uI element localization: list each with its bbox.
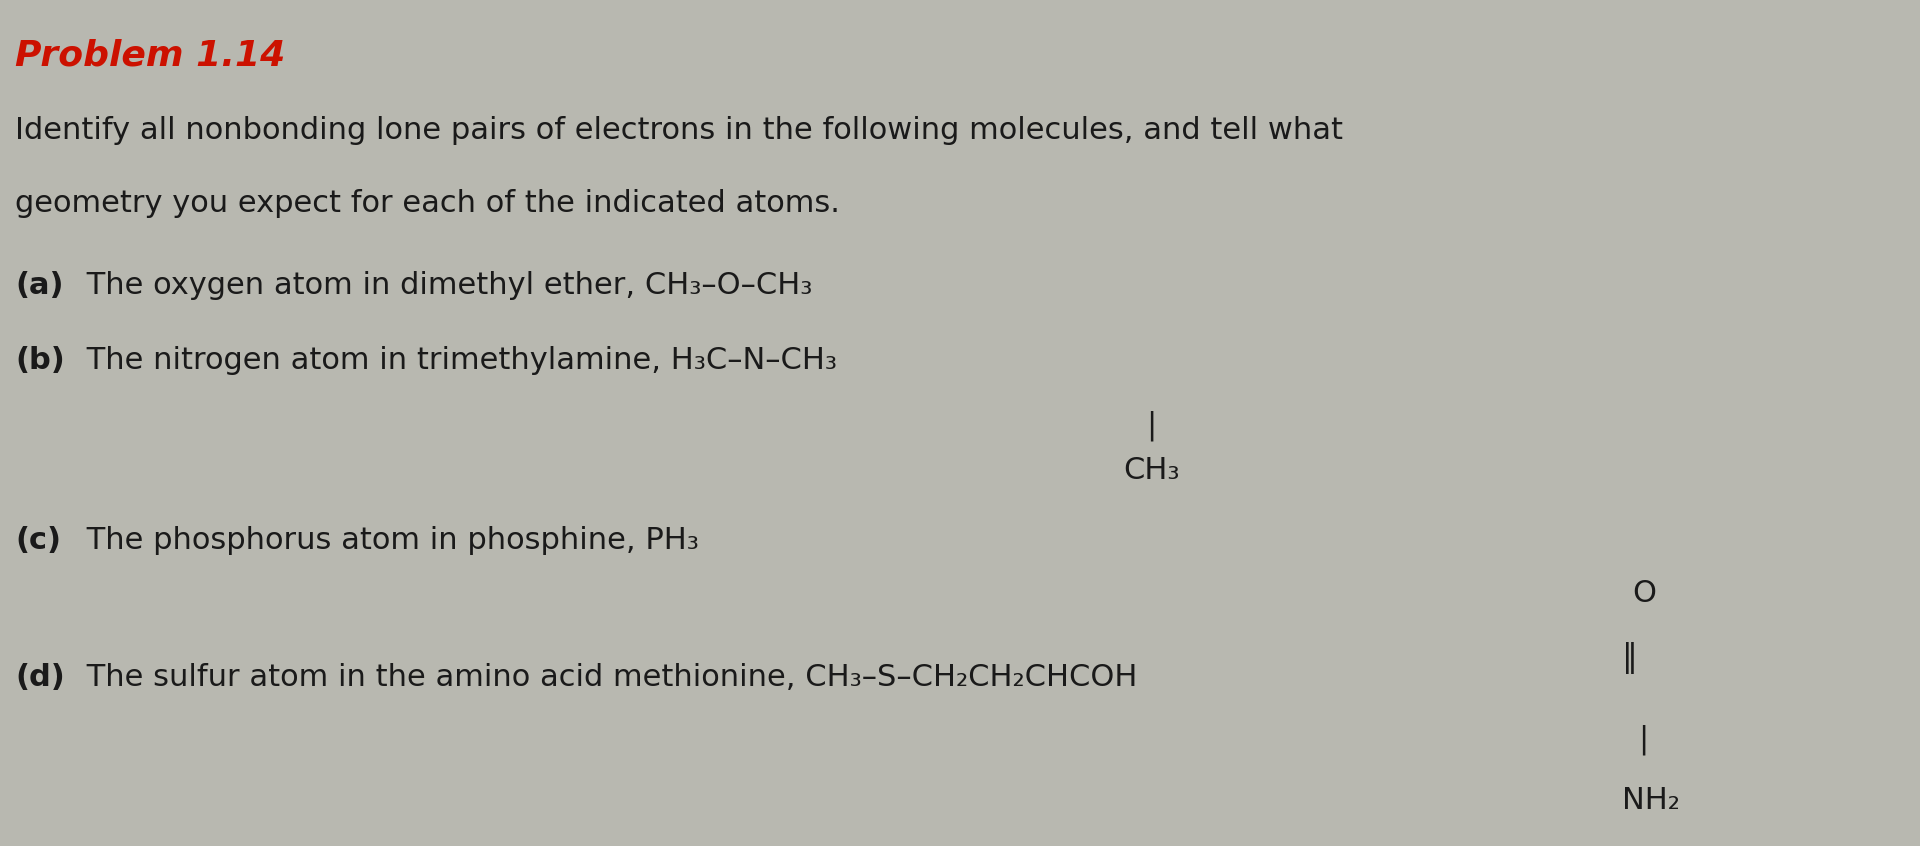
- Text: |: |: [1146, 410, 1156, 441]
- Text: (d): (d): [15, 663, 65, 692]
- Text: The nitrogen atom in trimethylamine, H₃C–N–CH₃: The nitrogen atom in trimethylamine, H₃C…: [77, 346, 837, 376]
- Text: The sulfur atom in the amino acid methionine, CH₃–S–CH₂CH₂CHCOH: The sulfur atom in the amino acid methio…: [77, 663, 1137, 692]
- Text: NH₂: NH₂: [1622, 786, 1680, 815]
- Text: |: |: [1638, 724, 1647, 755]
- Text: The phosphorus atom in phosphine, PH₃: The phosphorus atom in phosphine, PH₃: [77, 525, 699, 555]
- Text: (c): (c): [15, 525, 61, 555]
- Text: ‖: ‖: [1622, 642, 1638, 674]
- Text: (b): (b): [15, 346, 65, 376]
- Text: CH₃: CH₃: [1123, 457, 1179, 486]
- Text: (a): (a): [15, 271, 63, 299]
- Text: geometry you expect for each of the indicated atoms.: geometry you expect for each of the indi…: [15, 190, 841, 218]
- Text: Identify all nonbonding lone pairs of electrons in the following molecules, and : Identify all nonbonding lone pairs of el…: [15, 116, 1344, 146]
- Text: The oxygen atom in dimethyl ether, CH₃–O–CH₃: The oxygen atom in dimethyl ether, CH₃–O…: [77, 271, 812, 299]
- Text: O: O: [1632, 579, 1655, 607]
- Text: Problem 1.14: Problem 1.14: [15, 38, 286, 72]
